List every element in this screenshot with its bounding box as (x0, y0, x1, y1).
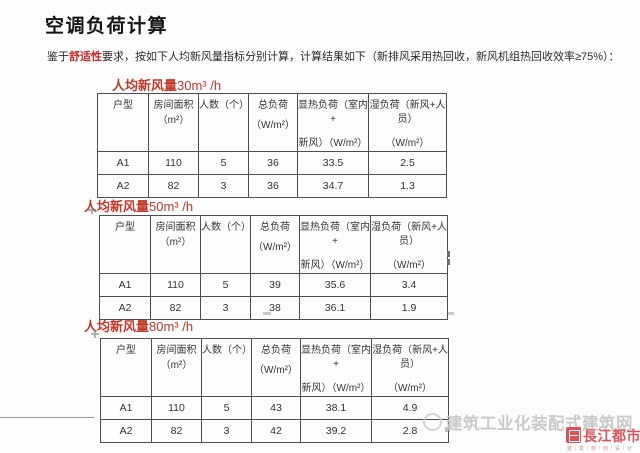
table-resize-handle (445, 427, 450, 432)
cell-moisture-load: 3.4 (370, 272, 448, 297)
watermark-logo-icon (423, 413, 442, 431)
cell-unit: A1 (99, 272, 151, 297)
cell-people: 5 (200, 272, 251, 297)
load-table-30: 户型 房间面积 （m²） 人数（个） 总负荷 （W/m²） 显热负荷（室内+ 新风）（… (97, 93, 447, 198)
table-row: A2 82 3 38 36.1 1.9 (99, 295, 448, 320)
cell-unit: A2 (100, 418, 152, 443)
load-table-80: 户型 房间面积 （m²） 人数（个） 总负荷 （W/m²） 显热负荷（室内+ 新风）（… (100, 338, 449, 443)
table-header-row: 户型 房间面积 （m²） 人数（个） 总负荷 （W/m²） 显热负荷（室内+ 新风）（… (97, 93, 447, 152)
brand-logo-icon (566, 427, 581, 443)
page-title: 空调负荷计算 (45, 16, 169, 37)
table-row: A1 110 5 39 35.6 3.4 (99, 272, 448, 297)
col-header-total-load: 总负荷 （W/m²） (250, 215, 300, 274)
table-row: A1 110 5 43 38.1 4.9 (100, 395, 449, 420)
table-row: A2 82 3 36 34.7 1.3 (97, 173, 447, 198)
intro-paragraph: 鉴于舒适性要求，按如下人均新风量指标分别计算，计算结果如下（新排风采用热回收，新… (47, 48, 620, 64)
table3-caption-value: 80m³ /h (149, 319, 194, 334)
table-header-row: 户型 房间面积 （m²） 人数（个） 总负荷 （W/m²） 显热负荷（室内+ 新风）（… (100, 338, 449, 397)
cell-total-load: 39 (250, 272, 300, 297)
cell-people: 3 (200, 295, 251, 320)
table-row: A2 82 3 42 39.2 2.8 (100, 418, 449, 443)
cell-area: 82 (148, 173, 199, 198)
col-header-moisture-load: 湿负荷（新风+人员） （W/m²） (370, 215, 448, 274)
table2-caption-label: 人均新风量 (84, 199, 150, 214)
col-header-room-area: 房间面积 （m²） (148, 93, 199, 152)
col-header-room-area: 房间面积 （m²） (151, 338, 202, 397)
intro-highlight: 舒适性 (69, 51, 102, 63)
table-move-handle-icon (88, 206, 96, 214)
cell-area: 110 (148, 150, 199, 175)
col-header-total-load: 总负荷 （W/m²） (251, 338, 301, 397)
cell-people: 5 (198, 150, 249, 175)
intro-prefix: 鉴于 (47, 51, 69, 63)
table-selection-mark (447, 251, 450, 266)
table-row: A1 110 5 36 33.5 2.5 (97, 150, 447, 175)
col-header-sensible-load: 显热负荷（室内+ 新风）（W/m²） (299, 215, 371, 274)
table-header-row: 户型 房间面积 （m²） 人数（个） 总负荷 （W/m²） 显热负荷（室内+ 新风）（… (99, 215, 448, 274)
table1-caption-value: 30m³ /h (177, 78, 222, 93)
cell-unit: A2 (99, 295, 151, 320)
cell-sensible-load: 36.1 (299, 295, 371, 320)
cell-total-load: 38 (250, 295, 300, 320)
load-table-50: 户型 房间面积 （m²） 人数（个） 总负荷 （W/m²） 显热负荷（室内+ 新风）（… (99, 215, 448, 320)
col-header-people: 人数（个） (200, 215, 251, 274)
col-header-unit-type: 户型 (97, 93, 149, 152)
col-header-total-load: 总负荷 （W/m²） (248, 93, 298, 152)
cell-people: 5 (201, 395, 252, 420)
cell-area: 110 (151, 395, 202, 420)
col-header-moisture-load: 湿负荷（新风+人员） （W/m²） (368, 93, 447, 152)
intro-suffix: 要求，按如下人均新风量指标分别计算，计算结果如下（新排风采用热回收，新风机组热回… (102, 51, 620, 63)
col-header-people: 人数（个） (198, 93, 249, 152)
cell-sensible-load: 35.6 (299, 272, 371, 297)
cell-unit: A1 (100, 395, 152, 420)
table1-caption-label: 人均新风量 (112, 78, 178, 93)
cell-total-load: 42 (251, 418, 301, 443)
brand-logo-name: 長江都市 (583, 428, 640, 444)
col-header-room-area: 房间面积 （m²） (150, 215, 201, 274)
cell-people: 3 (201, 418, 252, 443)
col-header-people: 人数（个） (201, 338, 252, 397)
cell-total-load: 43 (251, 395, 301, 420)
table3-caption: 人均新风量80m³ /h (84, 316, 193, 335)
col-header-sensible-load: 显热负荷（室内+ 新风）（W/m²） (297, 93, 369, 152)
cell-area: 82 (151, 418, 202, 443)
cell-sensible-load: 39.2 (300, 418, 372, 443)
cell-sensible-load: 33.5 (297, 150, 369, 175)
table2-caption-value: 50m³ /h (149, 199, 194, 214)
col-header-unit-type: 户型 (100, 338, 152, 397)
cell-total-load: 36 (248, 173, 298, 198)
table2-caption: 人均新风量50m³ /h (84, 196, 193, 215)
artifact-tick (448, 312, 454, 315)
cell-area: 82 (150, 295, 201, 320)
col-header-moisture-load: 湿负荷（新风+人员） （W/m²） (371, 338, 449, 397)
brand-logo-tagline: 建｜筑｜规｜划｜设｜计 (567, 446, 634, 452)
cell-area: 110 (150, 272, 201, 297)
cell-total-load: 36 (248, 150, 298, 175)
cell-moisture-load: 1.3 (368, 173, 447, 198)
table1-caption: 人均新风量30m³ /h (112, 75, 221, 94)
cell-people: 3 (198, 173, 249, 198)
footer-divider (0, 417, 94, 418)
cell-moisture-load: 2.5 (368, 150, 447, 175)
cell-sensible-load: 38.1 (300, 395, 372, 420)
col-header-sensible-load: 显热负荷（室内+ 新风）（W/m²） (300, 338, 372, 397)
cell-unit: A1 (97, 150, 149, 175)
artifact-tick (263, 312, 271, 315)
table-move-handle-icon (91, 330, 99, 338)
watermark-text: 建筑工业化装配式建筑网 (446, 415, 633, 433)
table3-caption-label: 人均新风量 (84, 319, 150, 334)
cell-unit: A2 (97, 173, 149, 198)
cell-sensible-load: 34.7 (297, 173, 369, 198)
col-header-unit-type: 户型 (99, 215, 151, 274)
cell-moisture-load: 1.9 (370, 295, 448, 320)
